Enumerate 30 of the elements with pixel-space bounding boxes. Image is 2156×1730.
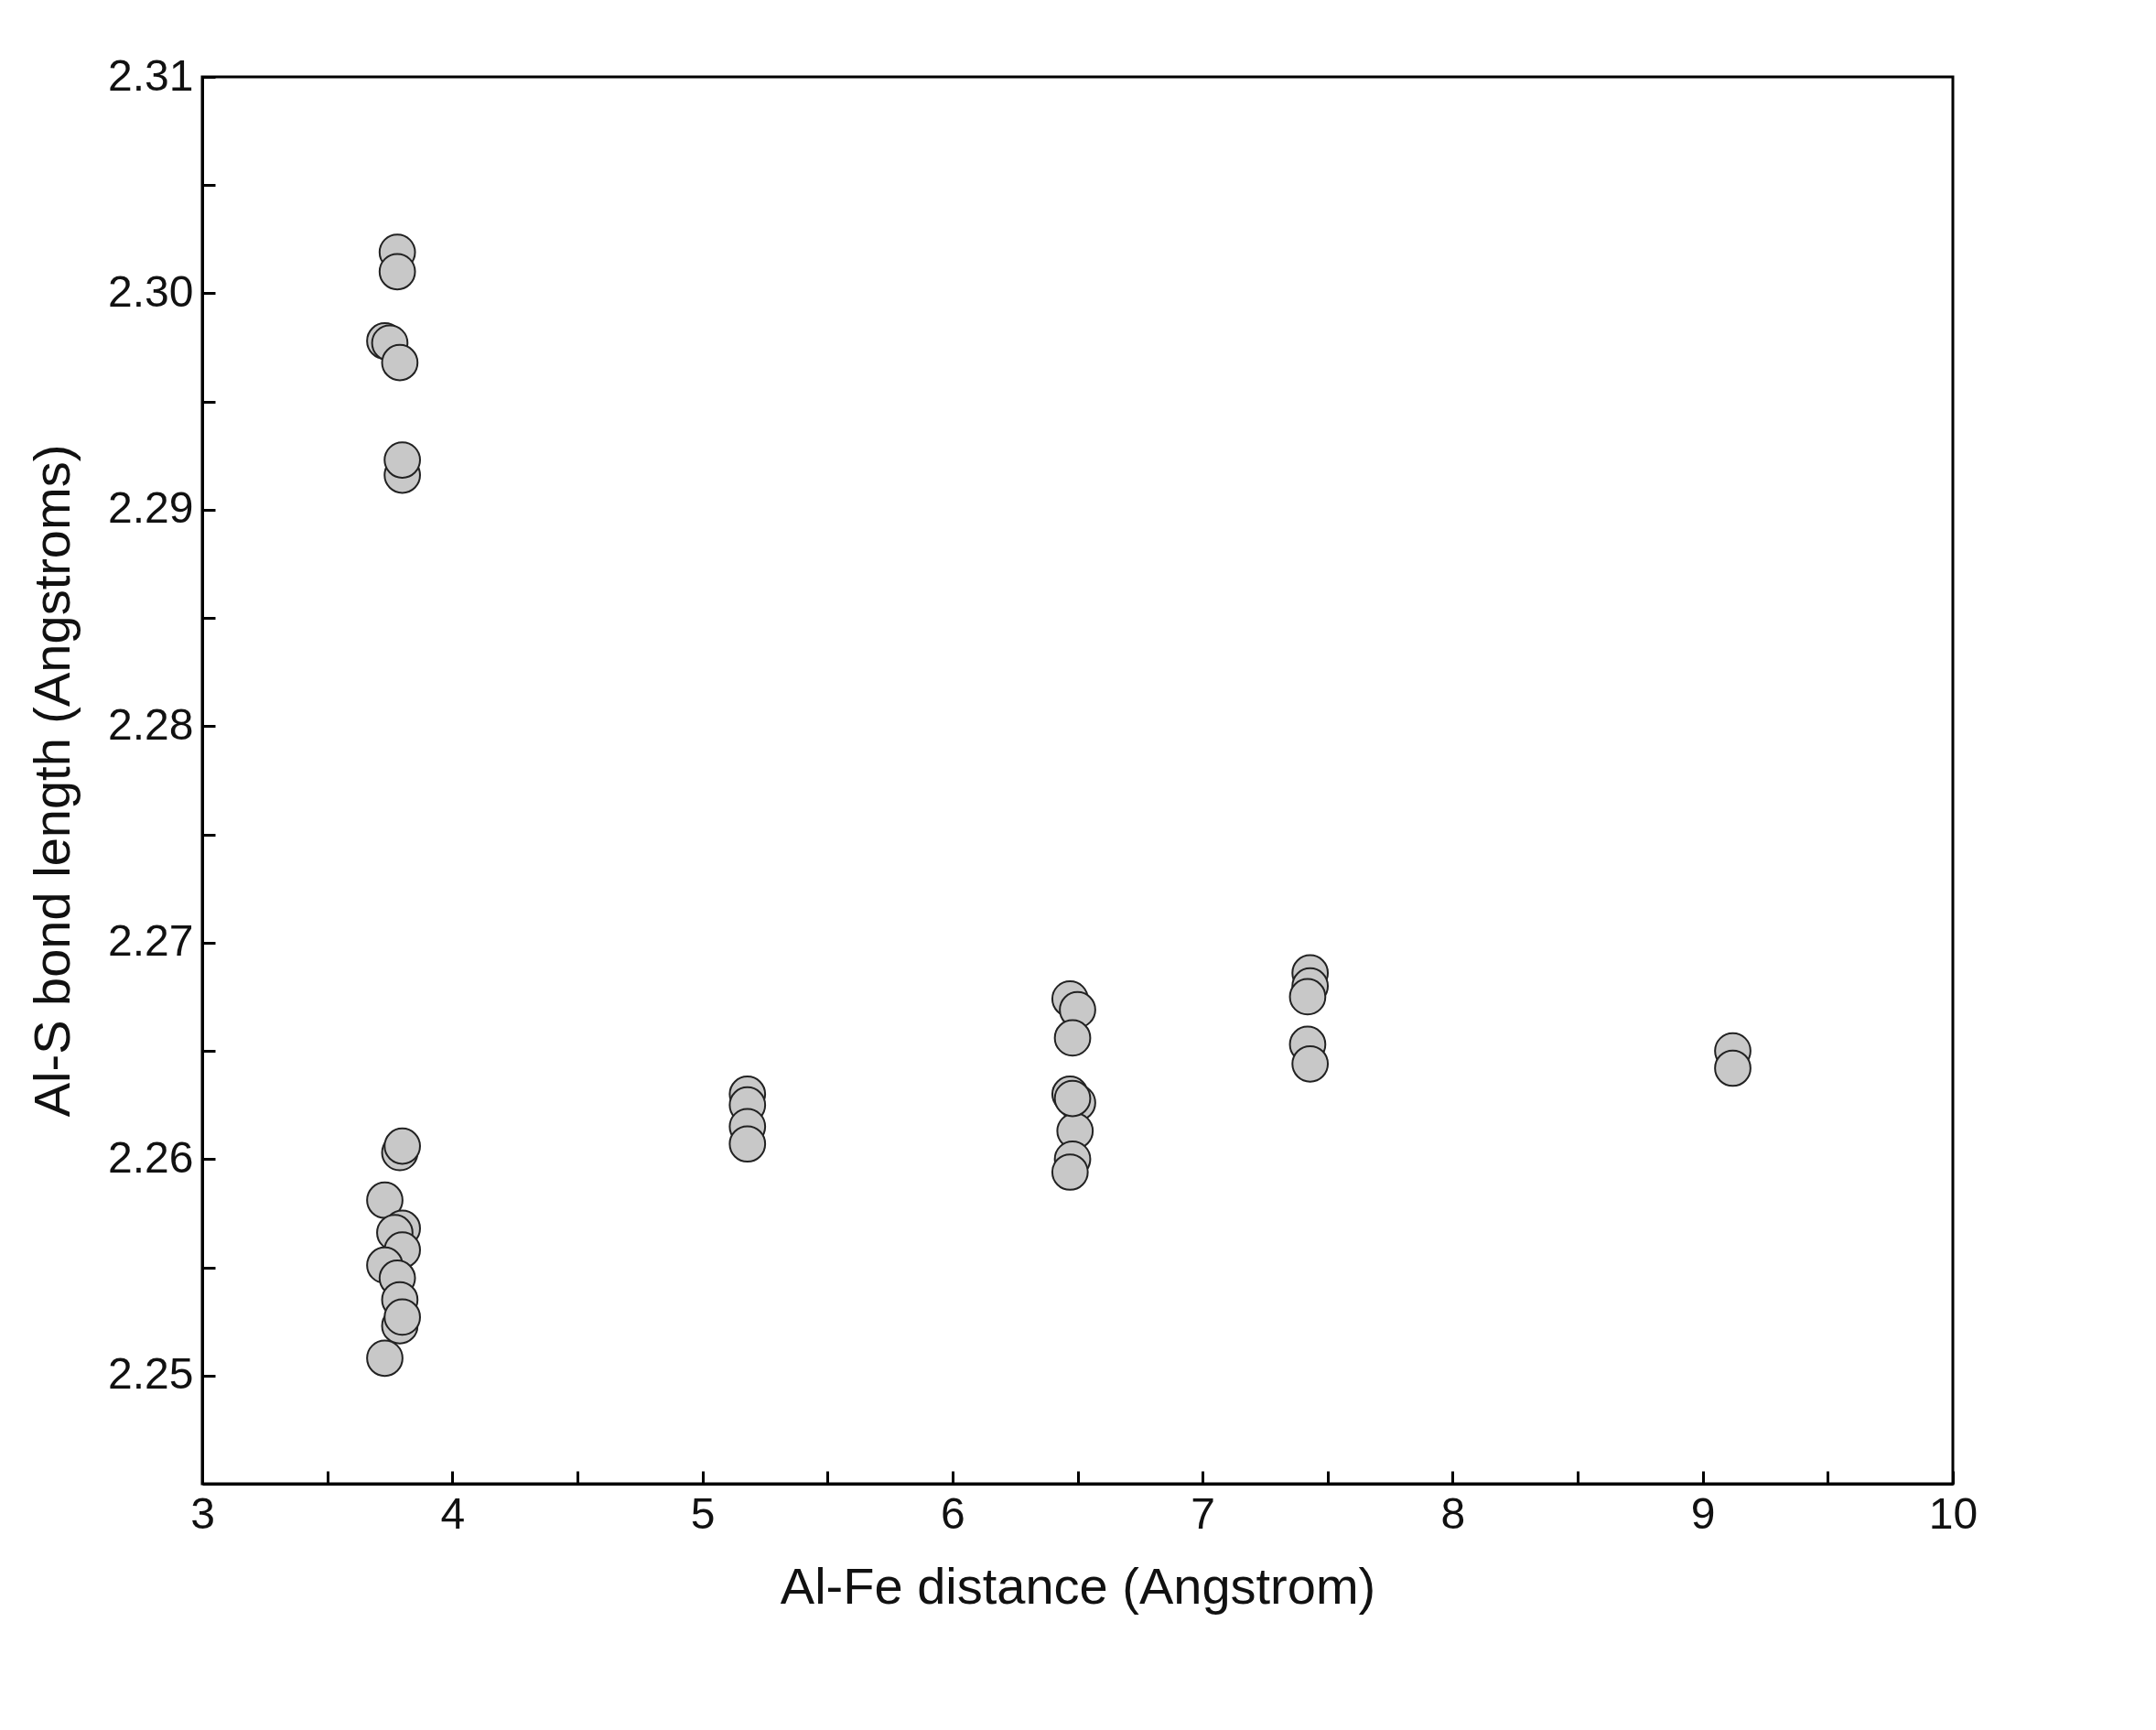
y-tick-label: 2.26 (108, 1132, 194, 1182)
point (383, 1298, 421, 1336)
point (383, 441, 421, 479)
x-tick-label: 6 (941, 1488, 965, 1538)
point (1291, 1044, 1330, 1083)
x-tick-label: 5 (690, 1488, 716, 1538)
x-tick-label: 8 (1440, 1488, 1466, 1538)
y-tick-label: 2.29 (108, 483, 194, 533)
x-tick-label: 9 (1690, 1488, 1716, 1538)
point (383, 1127, 421, 1165)
y-tick-label: 2.28 (108, 699, 194, 749)
point (381, 343, 419, 382)
x-tick-label: 4 (440, 1488, 466, 1538)
x-tick-label: 3 (190, 1488, 215, 1538)
point (1288, 978, 1327, 1016)
y-tick-label: 2.27 (108, 916, 194, 966)
point (1053, 1019, 1092, 1057)
y-tick-label: 2.31 (108, 50, 194, 100)
point (378, 253, 416, 291)
point (1714, 1049, 1752, 1087)
x-tick-label: 7 (1191, 1488, 1215, 1538)
x-tick-label: 10 (1928, 1488, 1978, 1538)
point (728, 1125, 767, 1163)
x-axis-title: Al-Fe distance (Angstrom) (780, 1556, 1376, 1615)
y-tick-label: 2.30 (108, 266, 194, 316)
point (1051, 1153, 1089, 1191)
point (366, 1181, 404, 1219)
y-tick-label: 2.25 (108, 1349, 194, 1399)
point (366, 1339, 404, 1378)
y-axis-title: Al-S bond length (Angstroms) (23, 444, 81, 1118)
